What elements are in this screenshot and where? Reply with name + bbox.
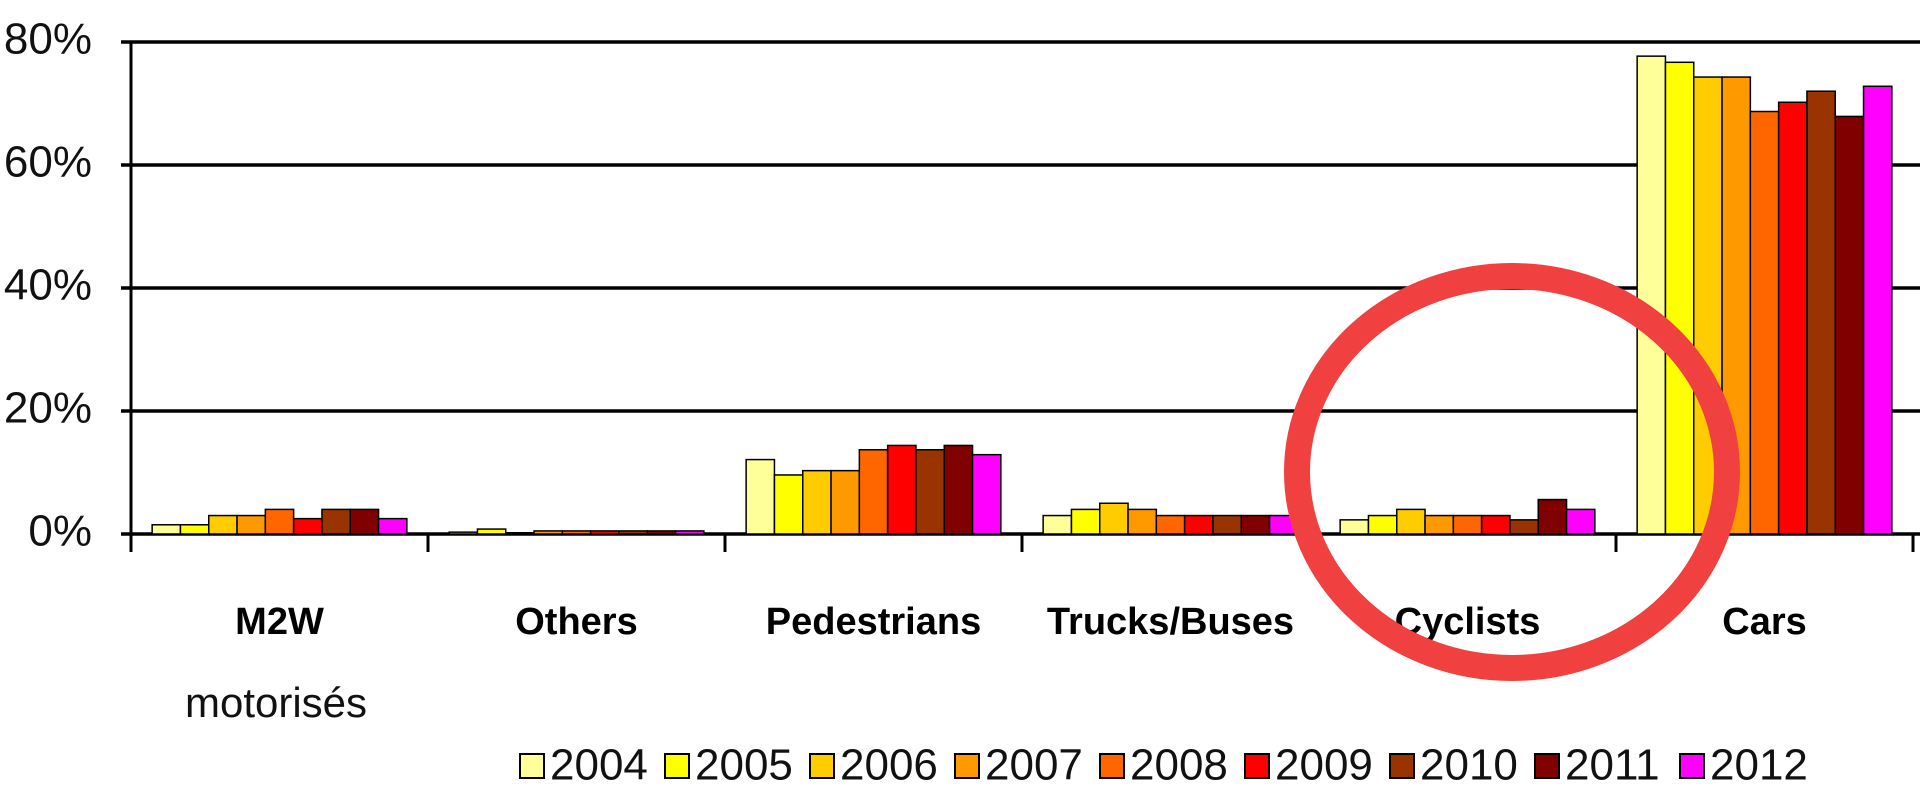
bar	[1212, 514, 1242, 535]
bar	[646, 530, 677, 535]
bar	[1834, 115, 1865, 535]
bar	[448, 531, 479, 535]
bar	[1862, 85, 1893, 535]
highlight-circle	[1284, 263, 1740, 681]
bar	[745, 458, 776, 535]
bar	[476, 528, 507, 535]
bar	[1127, 508, 1158, 535]
bar	[773, 474, 804, 535]
legend-label: 2004	[550, 741, 648, 790]
legend-label: 2005	[695, 741, 793, 790]
bar	[1480, 514, 1511, 535]
y-tick-label: 80%	[4, 15, 92, 64]
legend-swatch	[809, 753, 835, 779]
legend-swatch	[1679, 753, 1705, 779]
bar	[1070, 508, 1101, 535]
bar	[886, 444, 917, 535]
bar	[1452, 514, 1483, 535]
bar	[1664, 61, 1695, 535]
x-tick-label: Others	[515, 601, 637, 643]
bar	[915, 448, 946, 535]
bar	[1155, 514, 1186, 535]
bar	[321, 508, 352, 535]
legend-swatch	[1244, 753, 1270, 779]
bar	[236, 514, 267, 535]
annotation: motorisés	[185, 679, 367, 726]
bar	[1509, 519, 1539, 535]
bar	[1777, 101, 1808, 535]
legend-label: 2007	[985, 741, 1083, 790]
legend-label: 2010	[1420, 741, 1518, 790]
bar	[1367, 514, 1398, 535]
bar	[151, 524, 182, 535]
legend-label: 2006	[840, 741, 938, 790]
x-tick-label: Trucks/Buses	[1047, 601, 1294, 643]
x-tick-label: M2W	[235, 601, 324, 643]
legend-swatch	[1534, 753, 1560, 779]
bar	[1042, 514, 1073, 535]
bar	[179, 524, 210, 535]
bar	[349, 508, 380, 535]
bar	[377, 517, 408, 535]
x-tick-label: Pedestrians	[766, 601, 981, 643]
y-tick-label: 60%	[4, 138, 92, 187]
bar	[533, 530, 564, 535]
legend-swatch	[1389, 753, 1415, 779]
legend-swatch	[1099, 753, 1125, 779]
bar	[1565, 508, 1596, 535]
legend-swatch	[954, 753, 980, 779]
bar	[1339, 519, 1370, 535]
bar	[674, 530, 705, 535]
y-tick-label: 40%	[4, 261, 92, 310]
bar	[1099, 502, 1129, 535]
bar	[264, 508, 295, 535]
bar	[1424, 514, 1455, 535]
bar	[208, 514, 238, 535]
y-tick-label: 20%	[4, 384, 92, 433]
bar	[292, 517, 323, 535]
bar	[1806, 90, 1836, 535]
legend-label: 2012	[1710, 741, 1808, 790]
legend-swatch	[519, 753, 545, 779]
legend-label: 2009	[1275, 741, 1373, 790]
bar	[1240, 514, 1271, 535]
bar	[618, 530, 649, 535]
bar	[561, 530, 592, 535]
bar	[971, 453, 1002, 535]
bar	[505, 532, 535, 535]
bar	[1636, 55, 1667, 535]
bar	[858, 448, 889, 535]
bar	[1183, 514, 1214, 535]
x-tick-label: Cars	[1722, 601, 1807, 643]
y-tick-label: 0%	[28, 507, 92, 556]
bar	[830, 469, 861, 535]
legend-label: 2008	[1130, 741, 1228, 790]
legend-swatch	[664, 753, 690, 779]
bar	[1749, 110, 1780, 535]
bar	[802, 469, 832, 535]
bar	[943, 444, 974, 535]
bar	[589, 530, 620, 535]
bar	[1537, 498, 1568, 535]
legend-label: 2011	[1565, 741, 1660, 790]
bar	[1396, 508, 1426, 535]
